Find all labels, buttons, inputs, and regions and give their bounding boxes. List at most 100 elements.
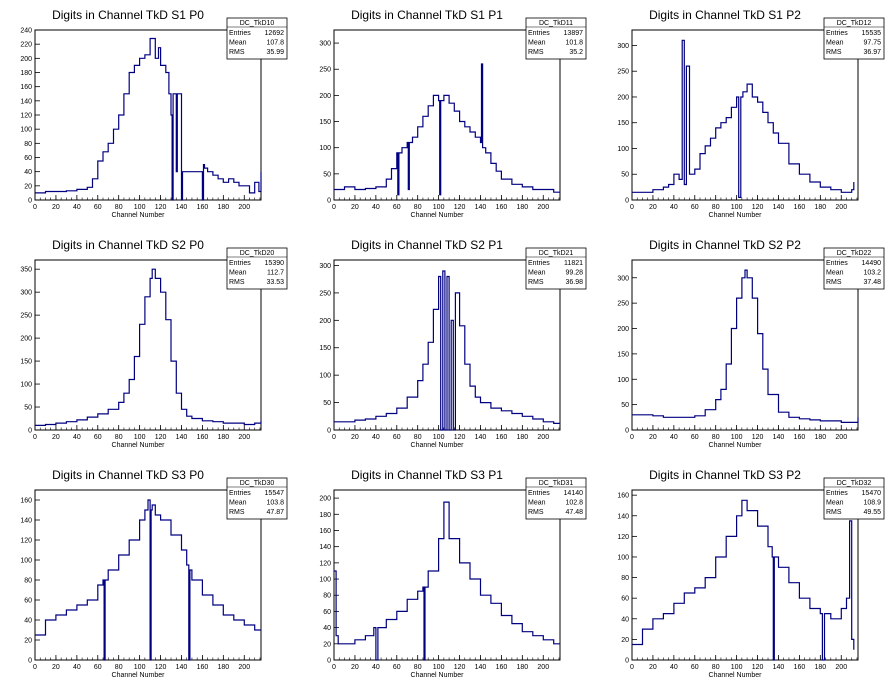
y-tick-label: 140 <box>617 513 629 520</box>
stats-box: DC_TkD31 Entries 14140 Mean 102.8 RMS 47.48 <box>525 477 587 520</box>
x-tick-label: 100 <box>731 204 743 211</box>
x-tick-label: 20 <box>649 204 657 211</box>
x-tick-label: 60 <box>94 434 102 441</box>
x-tick-label: 40 <box>73 664 81 671</box>
x-axis-label: Channel Number <box>411 442 465 449</box>
x-tick-label: 120 <box>454 664 466 671</box>
histogram-panel-7: Digits in Channel TkD S3 P0 0 20 40 60 80 100 1… <box>20 468 288 679</box>
stats-label: Mean <box>229 270 247 277</box>
y-tick-label: 300 <box>319 41 331 48</box>
x-tick-label: 180 <box>516 664 528 671</box>
x-tick-label: 60 <box>691 434 699 441</box>
stats-frame <box>823 17 885 60</box>
stats-value: 108.9 <box>863 500 881 507</box>
x-tick-label: 160 <box>794 204 806 211</box>
x-tick-label: 60 <box>691 664 699 671</box>
x-tick-label: 20 <box>351 204 359 211</box>
x-tick-label: 80 <box>712 664 720 671</box>
stats-value: 15547 <box>265 490 285 497</box>
x-tick-label: 180 <box>516 204 528 211</box>
x-tick-label: 80 <box>712 204 720 211</box>
x-tick-label: 140 <box>176 204 188 211</box>
y-tick-label: 50 <box>621 172 629 179</box>
x-tick-label: 20 <box>649 434 657 441</box>
y-tick-label: 100 <box>20 558 32 565</box>
y-tick-label: 180 <box>20 70 32 77</box>
chart-title: Digits in Channel TkD S3 P1 <box>351 468 503 482</box>
y-tick-label: 250 <box>617 69 629 76</box>
stats-label: RMS <box>229 279 245 286</box>
x-tick-label: 100 <box>433 434 445 441</box>
stats-label: RMS <box>528 279 544 286</box>
x-tick-label: 100 <box>433 204 445 211</box>
histogram-series <box>35 499 261 661</box>
y-tick-label: 80 <box>621 575 629 582</box>
x-tick-label: 120 <box>155 434 167 441</box>
stats-label: Mean <box>528 270 546 277</box>
y-tick-label: 200 <box>20 56 32 63</box>
y-tick-label: 200 <box>319 93 331 100</box>
y-tick-label: 50 <box>24 405 32 412</box>
stats-label: Entries <box>826 30 848 37</box>
y-tick-label: 200 <box>617 326 629 333</box>
x-tick-label: 20 <box>52 434 60 441</box>
stats-label: Mean <box>826 270 844 277</box>
x-tick-label: 80 <box>414 434 422 441</box>
x-tick-label: 180 <box>814 664 826 671</box>
stats-label: Entries <box>826 260 848 267</box>
x-tick-label: 180 <box>516 434 528 441</box>
y-tick-label: 60 <box>621 596 629 603</box>
y-tick-label: 140 <box>20 518 32 525</box>
chart-title: Digits in Channel TkD S1 P1 <box>351 8 503 22</box>
stats-box: DC_TkD10 Entries 12692 Mean 107.8 RMS 35.99 <box>226 17 288 60</box>
x-tick-label: 20 <box>52 664 60 671</box>
x-tick-label: 60 <box>393 664 401 671</box>
x-axis-label: Channel Number <box>709 212 763 219</box>
stats-value: 13897 <box>564 30 584 37</box>
stats-value: 103.8 <box>266 500 284 507</box>
y-tick-label: 20 <box>621 637 629 644</box>
y-tick-label: 60 <box>323 609 331 616</box>
y-tick-label: 100 <box>319 145 331 152</box>
stats-value: 102.8 <box>565 500 583 507</box>
y-tick-label: 160 <box>20 498 32 505</box>
x-tick-label: 160 <box>794 664 806 671</box>
stats-label: Mean <box>826 500 844 507</box>
x-tick-label: 20 <box>351 434 359 441</box>
x-tick-label: 40 <box>670 204 678 211</box>
y-tick-label: 100 <box>20 127 32 134</box>
y-tick-label: 40 <box>621 616 629 623</box>
y-tick-label: 300 <box>617 275 629 282</box>
stats-value: 97.75 <box>863 40 881 47</box>
stats-frame <box>525 17 587 60</box>
x-tick-label: 60 <box>393 434 401 441</box>
stats-name: DC_TkD12 <box>837 20 872 27</box>
plot-frame <box>631 489 859 661</box>
x-axis-label: Channel Number <box>411 672 465 679</box>
stats-value: 112.7 <box>267 270 284 277</box>
x-tick-label: 40 <box>670 664 678 671</box>
stats-label: RMS <box>528 49 544 56</box>
x-tick-label: 200 <box>835 434 847 441</box>
stats-label: Entries <box>826 490 848 497</box>
y-tick-label: 0 <box>327 198 331 205</box>
stats-box: DC_TkD12 Entries 15535 Mean 97.75 RMS 36.97 <box>823 17 885 60</box>
y-tick-label: 200 <box>20 336 32 343</box>
x-tick-label: 120 <box>752 434 764 441</box>
y-tick-label: 300 <box>319 263 331 270</box>
stats-frame <box>823 477 885 520</box>
x-tick-label: 60 <box>94 664 102 671</box>
stats-value: 49.55 <box>863 509 881 516</box>
chart-title: Digits in Channel TkD S2 P2 <box>649 238 801 252</box>
x-axis-label: Channel Number <box>112 212 166 219</box>
y-tick-label: 40 <box>24 618 32 625</box>
y-tick-label: 240 <box>20 28 32 35</box>
stats-name: DC_TkD30 <box>240 480 275 487</box>
y-tick-label: 250 <box>319 290 331 297</box>
x-tick-label: 80 <box>414 664 422 671</box>
x-tick-label: 160 <box>197 204 209 211</box>
stats-box: DC_TkD20 Entries 15390 Mean 112.7 RMS 33.53 <box>226 247 288 290</box>
y-tick-label: 40 <box>323 625 331 632</box>
stats-value: 15390 <box>265 260 285 267</box>
stats-frame <box>823 247 885 290</box>
